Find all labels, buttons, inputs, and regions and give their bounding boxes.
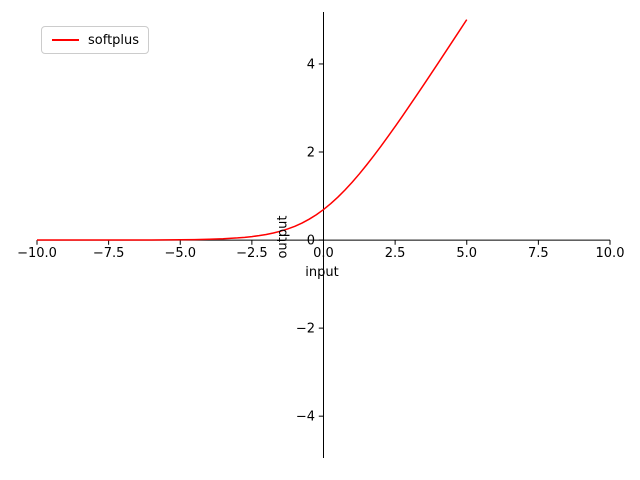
- x-tick-label: 10.0: [596, 246, 625, 261]
- x-axis-label: input: [305, 265, 339, 280]
- y-tick-label: 2: [307, 146, 315, 161]
- x-tick-label: −5.0: [164, 246, 196, 261]
- legend: softplus: [41, 26, 150, 54]
- y-tick-label: 0: [307, 234, 315, 249]
- softplus-curve: [37, 19, 468, 241]
- x-tick-label: 2.5: [385, 246, 406, 261]
- y-axis: 4 2 0 −2 −4: [296, 12, 324, 458]
- x-tick-label: −10.0: [17, 246, 57, 261]
- y-tick-label: −2: [296, 322, 315, 337]
- y-axis-label: output: [275, 215, 291, 259]
- x-tick-label: 5.0: [456, 246, 477, 261]
- x-tick-label: −7.5: [93, 246, 125, 261]
- x-tick-label: −2.5: [236, 246, 268, 261]
- legend-label: softplus: [88, 32, 140, 48]
- x-axis: −10.0 −7.5 −5.0 −2.5 0.0 2.5 5.0 7.5 10.0: [17, 239, 625, 261]
- legend-line-sample: [52, 39, 79, 41]
- x-tick-label: 7.5: [528, 246, 549, 261]
- y-tick-label: 4: [307, 57, 315, 72]
- y-tick-label: −4: [296, 410, 315, 425]
